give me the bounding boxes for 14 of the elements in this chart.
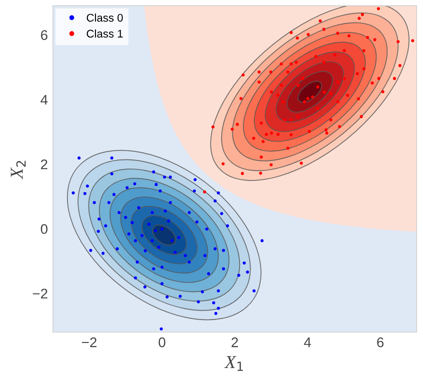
x-tick-label: 0 [158, 337, 166, 348]
y-tick-label: 4 [40, 94, 48, 105]
y-axis-title: X$_{2}$ [10, 160, 26, 180]
x-tick-label: 4 [304, 338, 311, 348]
legend-label: Class 1 [86, 29, 123, 38]
y-tick-label: −2 [32, 288, 48, 298]
y-tick-label: 0 [40, 224, 48, 234]
y-tick-label: 2 [40, 159, 48, 170]
x-tick-label: 2 [232, 337, 238, 348]
y-tick-label: 6 [40, 30, 48, 40]
x-axis-title: X$_{1}$ [224, 356, 243, 371]
x-tick-label: 6 [377, 337, 384, 348]
legend-label: Class 0 [86, 14, 123, 22]
x-tick-label: −2 [82, 337, 96, 348]
